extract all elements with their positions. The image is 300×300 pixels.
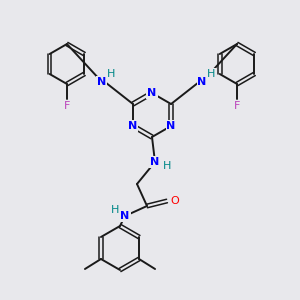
Text: N: N: [150, 157, 160, 167]
Text: H: H: [163, 161, 171, 171]
Text: N: N: [128, 121, 138, 131]
Text: N: N: [167, 121, 176, 131]
Text: N: N: [120, 211, 130, 221]
Text: O: O: [171, 196, 179, 206]
Text: H: H: [107, 69, 115, 79]
Text: H: H: [207, 69, 215, 79]
Text: N: N: [197, 77, 207, 87]
Text: F: F: [234, 101, 240, 111]
Text: H: H: [111, 205, 119, 215]
Text: N: N: [97, 77, 106, 87]
Text: N: N: [147, 88, 157, 98]
Text: F: F: [64, 101, 70, 111]
